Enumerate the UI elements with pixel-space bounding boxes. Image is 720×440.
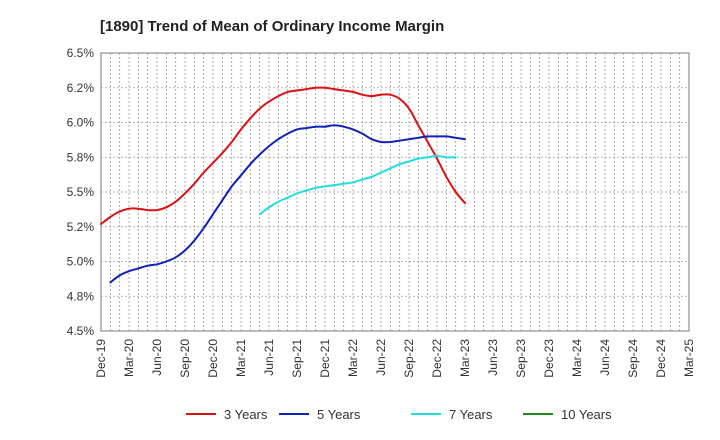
x-tick-label: Jun-22 — [374, 339, 388, 376]
x-tick-label: Sep-24 — [626, 339, 640, 378]
x-tick-label: Mar-21 — [234, 339, 248, 377]
y-tick-label: 5.0% — [67, 255, 95, 269]
legend-label-7-years: 7 Years — [449, 407, 493, 422]
y-tick-label: 6.0% — [67, 116, 95, 130]
x-tick-label: Mar-24 — [570, 339, 584, 377]
y-tick-label: 6.5% — [67, 46, 95, 60]
legend: 3 Years 5 Years 7 Years 10 Years — [186, 407, 612, 422]
x-tick-label: Dec-24 — [654, 339, 668, 378]
x-tick-label: Jun-23 — [486, 339, 500, 376]
x-tick-label: Sep-23 — [514, 339, 528, 378]
legend-label-10-years: 10 Years — [561, 407, 612, 422]
series-line-7-years — [258, 154, 457, 216]
series-line-5-years — [109, 124, 466, 284]
x-axis: Dec-19 Mar-20 Jun-20 Sep-20 Dec-20 Mar-21 Jun-… — [94, 339, 696, 378]
y-axis: 4.5% 4.8% 5.0% 5.2% 5.5% 5.8% 6.0% 6.2% 6.5% — [67, 46, 95, 338]
x-tick-label: Sep-20 — [178, 339, 192, 378]
chart-title: [1890] Trend of Mean of Ordinary Income … — [100, 18, 444, 35]
x-tick-label: Sep-21 — [290, 339, 304, 378]
grid-lines — [101, 53, 689, 331]
x-tick-label: Jun-24 — [598, 339, 612, 376]
x-tick-label: Jun-20 — [150, 339, 164, 376]
legend-label-3-years: 3 Years — [224, 407, 268, 422]
x-tick-label: Dec-23 — [542, 339, 556, 378]
x-tick-label: Mar-20 — [122, 339, 136, 377]
y-tick-label: 5.5% — [67, 185, 95, 199]
legend-label-5-years: 5 Years — [317, 407, 361, 422]
x-tick-label: Dec-21 — [318, 339, 332, 378]
x-tick-label: Dec-22 — [430, 339, 444, 378]
y-tick-label: 5.2% — [67, 220, 95, 234]
x-tick-label: Mar-23 — [458, 339, 472, 377]
y-tick-label: 5.8% — [67, 150, 95, 164]
series-lines — [100, 86, 466, 284]
x-tick-label: Mar-25 — [682, 339, 696, 377]
x-tick-label: Mar-22 — [346, 339, 360, 377]
x-tick-label: Dec-19 — [94, 339, 108, 378]
x-tick-label: Sep-22 — [402, 339, 416, 378]
x-tick-label: Dec-20 — [206, 339, 220, 378]
y-tick-label: 4.5% — [67, 324, 95, 338]
x-tick-label: Jun-21 — [262, 339, 276, 376]
y-tick-label: 4.8% — [67, 289, 95, 303]
series-line-3-years — [100, 86, 466, 225]
y-tick-label: 6.2% — [67, 81, 95, 95]
